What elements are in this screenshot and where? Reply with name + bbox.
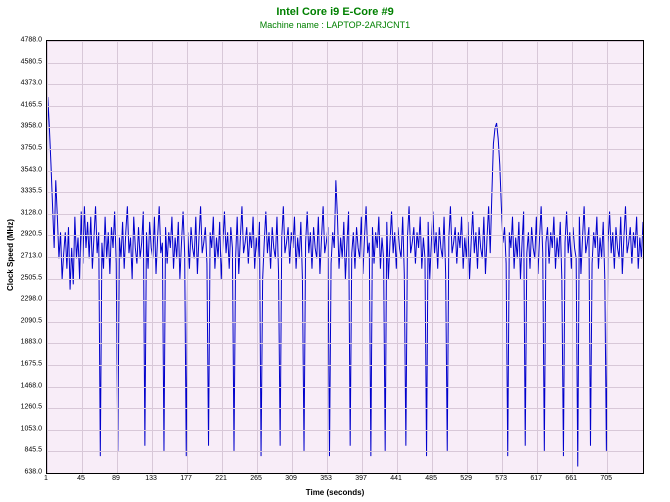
grid-line-h xyxy=(47,365,643,366)
x-tick-label: 221 xyxy=(215,475,227,482)
x-tick-label: 529 xyxy=(460,475,472,482)
chart-title: Intel Core i9 E-Core #9 xyxy=(0,0,670,18)
grid-line-h xyxy=(47,63,643,64)
y-tick-label: 2920.5 xyxy=(2,231,42,238)
y-tick-label: 4165.5 xyxy=(2,101,42,108)
grid-line-v xyxy=(572,41,573,473)
x-tick-label: 617 xyxy=(530,475,542,482)
x-tick-label: 177 xyxy=(180,475,192,482)
grid-line-v xyxy=(222,41,223,473)
y-tick-label: 638.0 xyxy=(2,469,42,476)
grid-line-v xyxy=(432,41,433,473)
grid-line-h xyxy=(47,408,643,409)
grid-line-v xyxy=(327,41,328,473)
grid-line-h xyxy=(47,149,643,150)
y-tick-label: 1468.0 xyxy=(2,382,42,389)
grid-line-h xyxy=(47,451,643,452)
grid-line-h xyxy=(47,127,643,128)
y-tick-label: 4373.0 xyxy=(2,80,42,87)
y-tick-label: 4788.0 xyxy=(2,37,42,44)
grid-line-h xyxy=(47,473,643,474)
grid-line-v xyxy=(537,41,538,473)
x-tick-label: 485 xyxy=(425,475,437,482)
y-tick-label: 3128.0 xyxy=(2,209,42,216)
y-tick-label: 3958.0 xyxy=(2,123,42,130)
grid-line-h xyxy=(47,214,643,215)
y-tick-label: 845.5 xyxy=(2,447,42,454)
y-tick-label: 3543.0 xyxy=(2,166,42,173)
plot-area xyxy=(46,40,644,474)
y-tick-label: 2713.0 xyxy=(2,253,42,260)
x-axis-title: Time (seconds) xyxy=(306,488,365,497)
chart-container: Intel Core i9 E-Core #9 Machine name : L… xyxy=(0,0,670,502)
grid-line-v xyxy=(467,41,468,473)
x-tick-label: 705 xyxy=(600,475,612,482)
grid-line-v xyxy=(607,41,608,473)
y-tick-label: 4580.5 xyxy=(2,58,42,65)
y-tick-label: 1053.0 xyxy=(2,425,42,432)
grid-line-h xyxy=(47,41,643,42)
grid-line-v xyxy=(292,41,293,473)
grid-line-h xyxy=(47,84,643,85)
grid-line-v xyxy=(82,41,83,473)
x-tick-label: 353 xyxy=(320,475,332,482)
grid-line-h xyxy=(47,300,643,301)
grid-line-v xyxy=(187,41,188,473)
x-tick-label: 133 xyxy=(145,475,157,482)
grid-line-h xyxy=(47,235,643,236)
series-line xyxy=(47,97,643,467)
y-tick-label: 1883.0 xyxy=(2,339,42,346)
y-tick-label: 2298.0 xyxy=(2,296,42,303)
grid-line-h xyxy=(47,387,643,388)
grid-line-h xyxy=(47,106,643,107)
y-tick-label: 3750.5 xyxy=(2,145,42,152)
grid-line-v xyxy=(47,41,48,473)
y-tick-label: 2090.5 xyxy=(2,317,42,324)
x-tick-label: 441 xyxy=(390,475,402,482)
grid-line-h xyxy=(47,171,643,172)
grid-line-h xyxy=(47,257,643,258)
grid-line-v xyxy=(257,41,258,473)
x-tick-label: 45 xyxy=(77,475,85,482)
x-tick-label: 309 xyxy=(285,475,297,482)
x-tick-label: 1 xyxy=(44,475,48,482)
x-tick-label: 397 xyxy=(355,475,367,482)
y-tick-label: 2505.5 xyxy=(2,274,42,281)
grid-line-h xyxy=(47,322,643,323)
y-tick-label: 1675.5 xyxy=(2,361,42,368)
x-tick-label: 661 xyxy=(565,475,577,482)
grid-line-v xyxy=(152,41,153,473)
x-tick-label: 265 xyxy=(250,475,262,482)
grid-line-v xyxy=(397,41,398,473)
x-tick-label: 89 xyxy=(112,475,120,482)
grid-line-v xyxy=(362,41,363,473)
grid-line-h xyxy=(47,192,643,193)
grid-line-v xyxy=(117,41,118,473)
y-tick-label: 1260.5 xyxy=(2,404,42,411)
grid-line-h xyxy=(47,430,643,431)
chart-subtitle: Machine name : LAPTOP-2ARJCNT1 xyxy=(0,18,670,30)
x-tick-label: 573 xyxy=(495,475,507,482)
grid-line-v xyxy=(502,41,503,473)
grid-line-h xyxy=(47,279,643,280)
grid-line-h xyxy=(47,343,643,344)
y-tick-label: 3335.5 xyxy=(2,188,42,195)
